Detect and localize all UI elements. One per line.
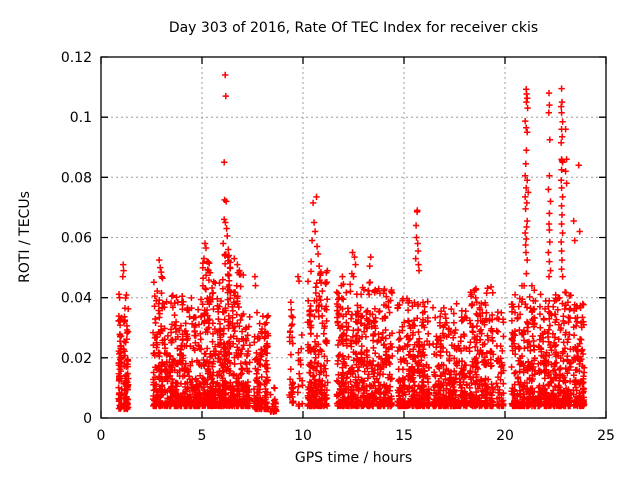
y-axis-label: ROTI / TECUs	[17, 191, 33, 283]
x-axis-label: GPS time / hours	[294, 450, 413, 466]
y-tick-label: 0.12	[61, 50, 92, 66]
y-tick-label: 0.1	[70, 110, 92, 126]
y-tick-label: 0.02	[61, 351, 92, 367]
data-points	[115, 71, 588, 415]
x-tick-label: 25	[597, 428, 615, 444]
x-tick-label: 10	[294, 428, 312, 444]
x-tick-label: 15	[395, 428, 413, 444]
y-tick-label: 0.08	[61, 170, 92, 186]
x-tick-label: 20	[496, 428, 514, 444]
grid-lines	[101, 57, 606, 418]
y-tick-label: 0	[83, 411, 92, 427]
x-tick-label: 0	[97, 428, 106, 444]
x-tick-label: 5	[198, 428, 207, 444]
chart-title: Day 303 of 2016, Rate Of TEC Index for r…	[168, 20, 539, 36]
tick-marks	[100, 56, 607, 419]
y-tick-label: 0.06	[61, 231, 92, 247]
y-tick-label: 0.04	[61, 291, 92, 307]
